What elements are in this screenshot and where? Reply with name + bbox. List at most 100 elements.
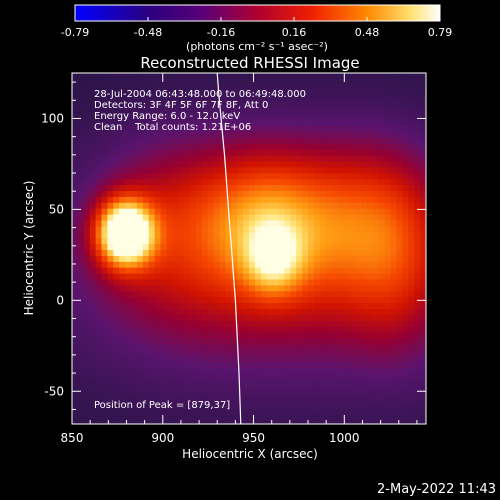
heatmap-cell: [331, 179, 338, 186]
heatmap-cell: [390, 102, 397, 109]
heatmap-cell: [195, 344, 203, 351]
heatmap-cell: [148, 297, 155, 304]
heatmap-cell: [154, 373, 161, 381]
heatmap-cell: [213, 102, 220, 109]
heatmap-cell: [131, 385, 138, 392]
heatmap-cell: [349, 244, 356, 251]
heatmap-cell: [290, 102, 297, 109]
heatmap-cell: [308, 403, 315, 410]
heatmap-cell: [113, 285, 120, 292]
heatmap-cell: [378, 244, 386, 251]
heatmap-cell: [426, 398, 432, 404]
heatmap-cell: [331, 137, 338, 145]
heatmap-cell: [213, 379, 220, 387]
heatmap-cell: [131, 403, 138, 410]
heatmap-cell: [337, 421, 344, 424]
heatmap-cell: [243, 385, 250, 392]
heatmap-cell: [201, 244, 209, 251]
heatmap-cell: [349, 368, 356, 375]
heatmap-cell: [89, 350, 96, 357]
heatmap-cell: [249, 332, 256, 339]
heatmap-cell: [201, 421, 209, 424]
heatmap-cell: [142, 297, 150, 304]
heatmap-cell: [190, 291, 197, 298]
heatmap-cell: [390, 373, 397, 381]
heatmap-cell: [408, 415, 415, 422]
heatmap-cell: [372, 167, 380, 174]
heatmap-cell: [266, 356, 273, 363]
heatmap-cell: [213, 326, 220, 333]
heatmap-cell: [319, 149, 327, 156]
heatmap-cell: [225, 267, 232, 274]
heatmap-cell: [207, 373, 214, 381]
heatmap-cell: [378, 362, 386, 369]
heatmap-cell: [95, 84, 102, 92]
heatmap-cell: [178, 108, 185, 115]
heatmap-cell: [142, 368, 150, 375]
heatmap-cell: [361, 137, 368, 145]
heatmap-cell: [77, 208, 85, 215]
heatmap-cell: [178, 137, 185, 145]
heatmap-cell: [101, 84, 108, 92]
heatmap-cell: [89, 108, 96, 115]
heatmap-cell: [266, 267, 273, 274]
heatmap-cell: [378, 155, 386, 162]
heatmap-cell: [426, 374, 432, 380]
heatmap-cell: [184, 244, 191, 251]
heatmap-cell: [331, 320, 338, 328]
heatmap-cell: [325, 167, 332, 174]
heatmap-cell: [272, 415, 279, 422]
heatmap-cell: [101, 202, 108, 210]
heatmap-cell: [243, 78, 250, 86]
heatmap-cell: [414, 385, 421, 392]
heatmap-cell: [420, 409, 426, 416]
heatmap-cell: [319, 391, 327, 398]
heatmap-cell: [131, 191, 138, 198]
heatmap-cell: [89, 338, 96, 345]
heatmap-cell: [402, 379, 409, 387]
heatmap-cell: [349, 391, 356, 398]
heatmap-cell: [119, 409, 126, 416]
heatmap-cell: [331, 291, 338, 298]
heatmap-cell: [95, 232, 102, 239]
heatmap-cell: [83, 267, 91, 274]
heatmap-cell: [131, 185, 138, 192]
heatmap-cell: [266, 73, 273, 80]
heatmap-cell: [154, 202, 161, 210]
heatmap-cell: [308, 238, 315, 245]
heatmap-cell: [325, 297, 332, 304]
heatmap-cell: [83, 391, 91, 398]
heatmap-cell: [231, 102, 238, 109]
heatmap-cell: [83, 379, 91, 387]
heatmap-cell: [302, 421, 309, 424]
heatmap-cell: [148, 132, 155, 139]
heatmap-cell: [313, 126, 321, 133]
heatmap-cell: [142, 362, 150, 369]
heatmap-cell: [384, 421, 391, 424]
heatmap-cell: [95, 415, 102, 422]
heatmap-cell: [148, 114, 155, 121]
heatmap-cell: [414, 226, 421, 233]
heatmap-cell: [367, 108, 374, 115]
heatmap-cell: [337, 368, 344, 375]
heatmap-cell: [219, 185, 226, 192]
heatmap-cell: [154, 326, 161, 333]
heatmap-cell: [278, 120, 285, 127]
heatmap-cell: [313, 120, 321, 127]
heatmap-cell: [249, 326, 256, 333]
heatmap-cell: [266, 185, 273, 192]
heatmap-cell: [355, 379, 362, 387]
heatmap-cell: [184, 309, 191, 316]
heatmap-cell: [72, 338, 79, 345]
heatmap-cell: [319, 326, 327, 333]
heatmap-cell: [243, 409, 250, 416]
heatmap-cell: [201, 214, 209, 221]
heatmap-cell: [254, 273, 262, 280]
heatmap-cell: [184, 78, 191, 86]
heatmap-cell: [89, 303, 96, 310]
heatmap-cell: [184, 350, 191, 357]
heatmap-cell: [361, 279, 368, 286]
heatmap-cell: [402, 102, 409, 109]
heatmap-cell: [308, 279, 315, 286]
heatmap-cell: [83, 320, 91, 328]
